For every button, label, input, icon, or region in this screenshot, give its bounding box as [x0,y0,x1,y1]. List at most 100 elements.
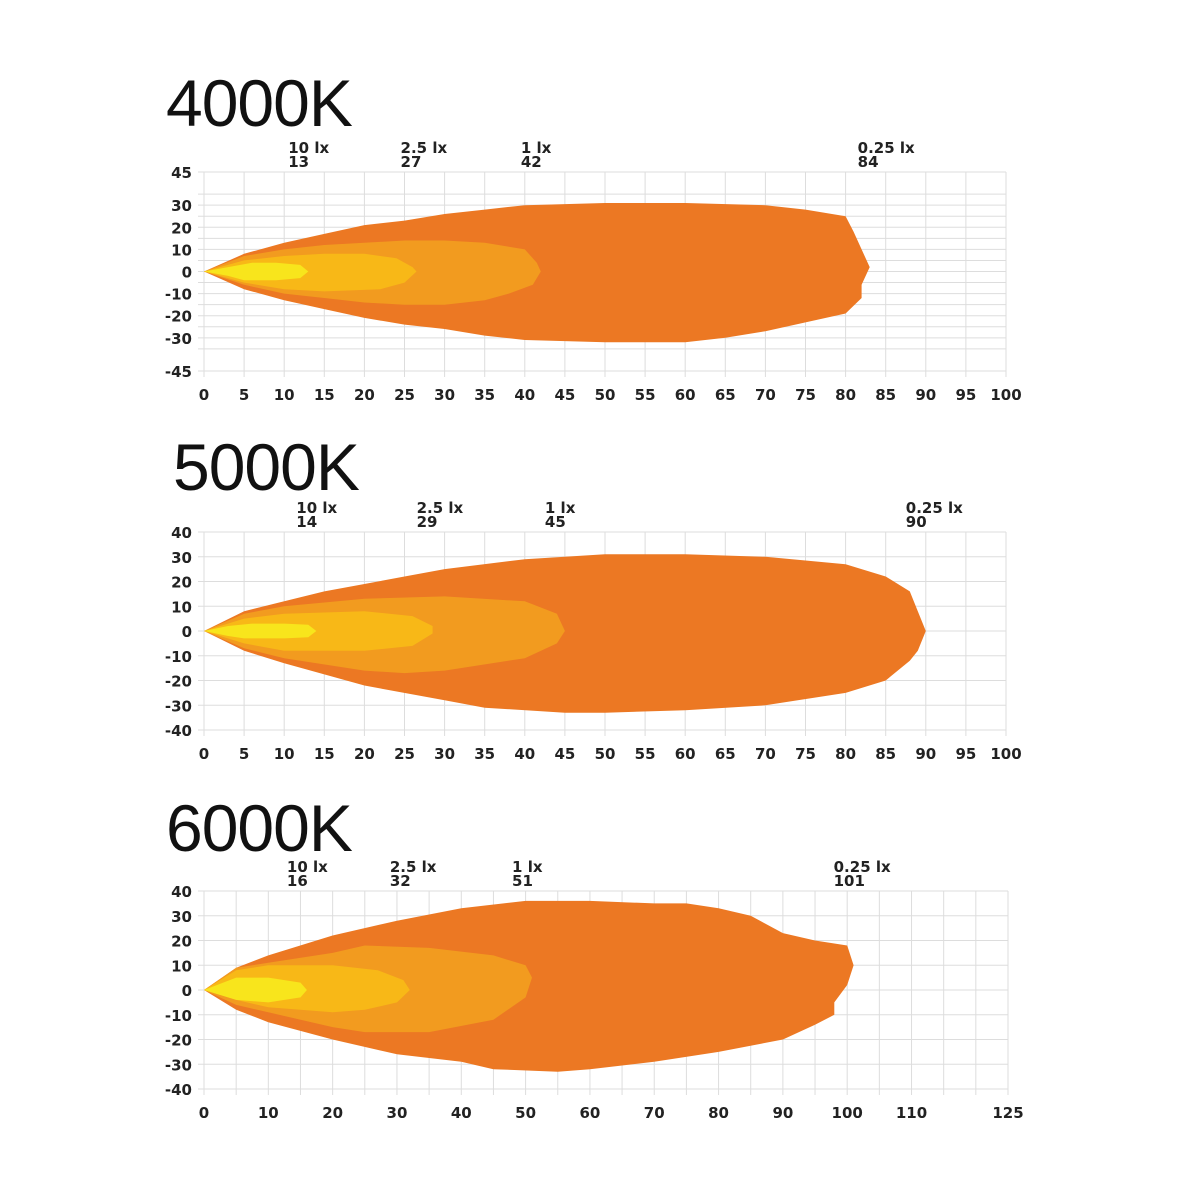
annotation-distance-value: 51 [512,872,533,890]
x-tick-label: 55 [635,745,656,763]
chart-6000k: 0 10 20 30 40 50 60 70 80 90 100 110 125403020100-10… [165,858,1024,1122]
annotation-distance-value: 16 [287,872,308,890]
annotation-lux-label: 0.25 lx [834,858,891,876]
x-tick-label: 125 [992,1104,1023,1122]
x-tick-label: 45 [554,386,575,404]
y-tick-label: 40 [171,883,192,901]
annotation-distance-value: 14 [296,513,317,531]
y-tick-label: 40 [171,524,192,542]
annotation-lux-label: 0.25 lx [906,499,963,517]
y-tick-label: 30 [171,908,192,926]
x-tick-label: 50 [595,745,616,763]
x-tick-label: 15 [314,745,335,763]
annotation-lux-label: 10 lx [296,499,337,517]
x-tick-label: 0 [199,745,209,763]
annotation-distance-value: 32 [390,872,411,890]
y-tick-label: -20 [165,308,192,326]
chart-title-6000k: 6000K [166,791,353,865]
y-tick-label: 20 [171,219,192,237]
annotation-lux-label: 1 lx [512,858,543,876]
x-tick-label: 30 [387,1104,408,1122]
x-tick-label: 100 [990,745,1021,763]
x-tick-label: 80 [835,745,856,763]
y-tick-label: 0 [182,264,192,282]
y-tick-label: -45 [165,363,192,381]
x-tick-label: 85 [875,386,896,404]
x-tick-label: 90 [915,386,936,404]
y-tick-label: 30 [171,549,192,567]
annotation-lux-label: 1 lx [521,139,552,157]
x-tick-label: 35 [474,386,495,404]
x-tick-label: 55 [635,386,656,404]
x-tick-label: 60 [579,1104,600,1122]
x-tick-label: 40 [451,1104,472,1122]
y-tick-label: -30 [165,697,192,715]
y-tick-label: -20 [165,1032,192,1050]
annotation-distance-value: 42 [521,153,542,171]
y-tick-label: -10 [165,286,192,304]
x-tick-label: 50 [595,386,616,404]
x-tick-label: 45 [554,745,575,763]
annotation-lux-label: 10 lx [288,139,329,157]
x-tick-label: 5 [239,386,249,404]
x-tick-label: 95 [955,386,976,404]
x-tick-label: 75 [795,386,816,404]
annotation-lux-label: 2.5 lx [417,499,464,517]
y-tick-label: -30 [165,330,192,348]
x-tick-label: 35 [474,745,495,763]
annotation-distance-value: 27 [401,153,422,171]
y-tick-label: -10 [165,648,192,666]
x-tick-label: 100 [990,386,1021,404]
x-tick-label: 40 [514,386,535,404]
y-tick-label: -20 [165,673,192,691]
x-tick-label: 5 [239,745,249,763]
annotation-distance-value: 29 [417,513,438,531]
x-tick-label: 75 [795,745,816,763]
x-tick-label: 20 [354,386,375,404]
x-tick-label: 90 [772,1104,793,1122]
x-tick-label: 10 [274,386,295,404]
chart-title-4000k: 4000K [166,66,353,140]
x-tick-label: 20 [354,745,375,763]
x-tick-label: 65 [715,386,736,404]
x-tick-label: 90 [915,745,936,763]
y-tick-label: 20 [171,933,192,951]
contour-2-5-lx [204,611,433,651]
annotation-distance-value: 45 [545,513,566,531]
x-tick-label: 30 [434,386,455,404]
y-tick-label: -40 [165,722,192,740]
annotation-lux-label: 0.25 lx [858,139,915,157]
annotation-lux-label: 2.5 lx [390,858,437,876]
x-tick-label: 100 [832,1104,863,1122]
chart-title-5000k: 5000K [173,430,360,504]
x-tick-label: 0 [199,386,209,404]
chart-5000k: 0 5 10 15 20 25 30 35 40 45 50 55 60 65 70 75 80 85 90 95 10… [165,499,1022,763]
y-tick-label: 45 [171,164,192,182]
x-tick-label: 70 [755,386,776,404]
annotation-distance-value: 84 [858,153,879,171]
annotation-distance-value: 90 [906,513,927,531]
y-tick-label: 20 [171,574,192,592]
x-tick-label: 15 [314,386,335,404]
y-tick-label: -10 [165,1007,192,1025]
x-tick-label: 60 [675,386,696,404]
contour-10-lx [204,262,309,281]
x-tick-label: 60 [675,745,696,763]
y-tick-label: -30 [165,1056,192,1074]
y-tick-label: -40 [165,1081,192,1099]
x-tick-label: 10 [258,1104,279,1122]
x-tick-label: 110 [896,1104,927,1122]
x-tick-label: 65 [715,745,736,763]
chart-4000k: 0 5 10 15 20 25 30 35 40 45 50 55 60 65 70 75 80 85 90 95 10… [165,139,1022,404]
contour-10-lx [204,623,317,639]
annotation-distance-value: 13 [288,153,309,171]
y-tick-label: 10 [171,598,192,616]
y-tick-label: 0 [182,623,192,641]
x-tick-label: 85 [875,745,896,763]
y-tick-label: 10 [171,241,192,259]
x-tick-label: 25 [394,386,415,404]
x-tick-label: 20 [322,1104,343,1122]
y-tick-label: 0 [182,982,192,1000]
x-tick-label: 70 [755,745,776,763]
x-tick-label: 80 [708,1104,729,1122]
